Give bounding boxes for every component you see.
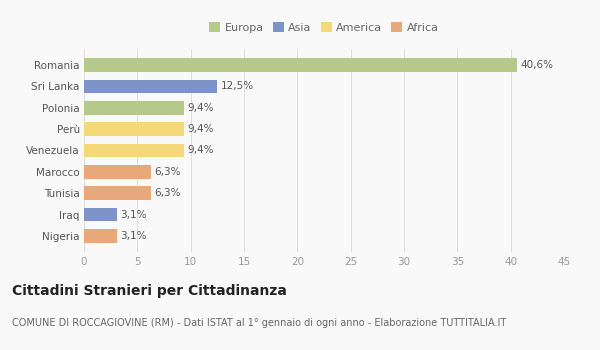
Bar — [84, 79, 217, 93]
Bar — [84, 58, 517, 72]
Text: 6,3%: 6,3% — [154, 167, 181, 177]
Text: 9,4%: 9,4% — [187, 103, 214, 113]
Text: 12,5%: 12,5% — [221, 82, 254, 91]
Bar — [84, 229, 117, 243]
Text: 40,6%: 40,6% — [520, 60, 553, 70]
Bar — [84, 122, 184, 136]
Bar — [84, 208, 117, 222]
Text: 3,1%: 3,1% — [120, 231, 147, 241]
Text: 9,4%: 9,4% — [187, 124, 214, 134]
Legend: Europa, Asia, America, Africa: Europa, Asia, America, Africa — [205, 18, 443, 37]
Text: COMUNE DI ROCCAGIOVINE (RM) - Dati ISTAT al 1° gennaio di ogni anno - Elaborazio: COMUNE DI ROCCAGIOVINE (RM) - Dati ISTAT… — [12, 318, 506, 329]
Bar — [84, 165, 151, 179]
Text: 6,3%: 6,3% — [154, 188, 181, 198]
Text: 9,4%: 9,4% — [187, 146, 214, 155]
Bar — [84, 101, 184, 115]
Text: Cittadini Stranieri per Cittadinanza: Cittadini Stranieri per Cittadinanza — [12, 284, 287, 298]
Text: 3,1%: 3,1% — [120, 210, 147, 219]
Bar — [84, 186, 151, 200]
Bar — [84, 144, 184, 158]
